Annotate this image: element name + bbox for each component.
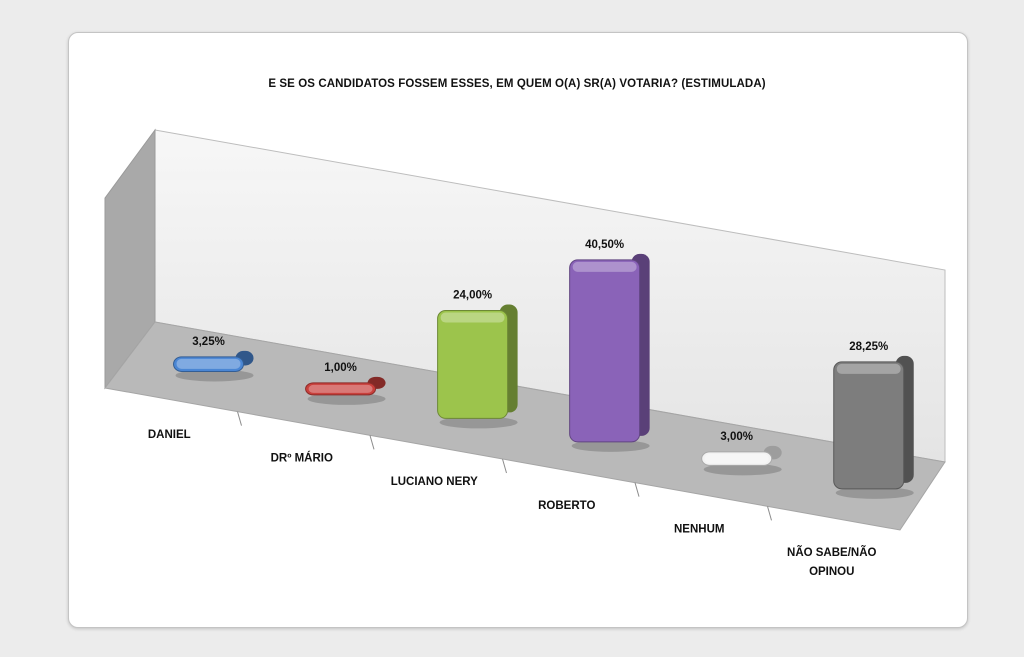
category-label: NÃO SABE/NÃO [787,546,877,559]
category-tick [634,482,640,497]
category-label: LUCIANO NERY [391,476,478,488]
bar [437,304,518,429]
bar-top [176,358,241,369]
bar-front [569,259,641,443]
category-label: OPINOU [809,566,854,578]
bar [173,350,254,382]
data-label: 3,25% [192,336,225,348]
category-label: ROBERTO [538,500,595,512]
category-tick [369,435,375,450]
bar-top [308,384,373,393]
floor [104,321,946,531]
bar-shadow [703,463,782,476]
bar [305,376,386,405]
bar-shadow [571,439,650,452]
data-label: 1,00% [324,362,357,374]
bar [701,445,782,476]
bar-shadow [307,392,386,405]
data-label: 28,25% [849,341,888,353]
bar-shadow [835,486,914,499]
bar-shadow [175,369,254,382]
bar-top [572,261,637,272]
category-label: DANIEL [148,429,191,441]
chart-title: E SE OS CANDIDATOS FOSSEM ESSES, EM QUEM… [268,78,766,90]
bar-front [833,361,905,490]
bar-top [836,363,901,374]
data-label: 24,00% [453,290,492,302]
bar-shadow [439,416,518,429]
category-tick [237,411,242,426]
category-tick [502,458,507,474]
bar [569,253,650,452]
data-label: 3,00% [720,431,753,443]
bar-top [704,453,769,464]
data-label: 40,50% [585,239,624,251]
bar-top [440,312,505,323]
category-label: NENHUM [674,524,724,536]
bar [833,355,914,499]
category-tick [767,506,772,521]
category-label: DRº MÁRIO [271,452,333,465]
bar-front [437,310,509,419]
